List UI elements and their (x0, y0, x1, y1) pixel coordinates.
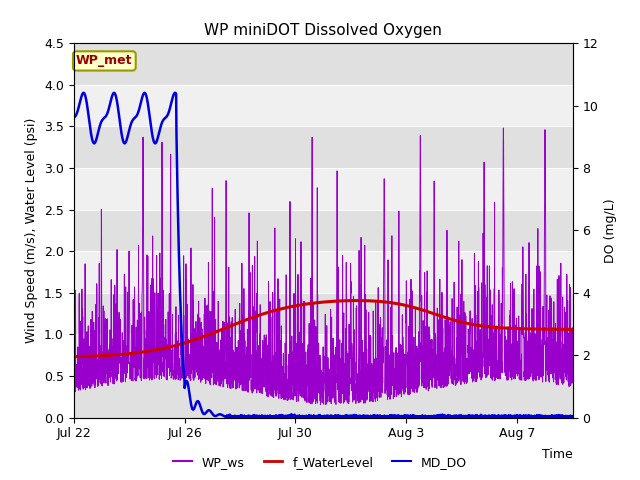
Bar (74, 210, 573, 251)
Y-axis label: Wind Speed (m/s), Water Level (psi): Wind Speed (m/s), Water Level (psi) (26, 118, 38, 343)
Legend: WP_ws, f_WaterLevel, MD_DO: WP_ws, f_WaterLevel, MD_DO (168, 451, 472, 474)
Title: WP miniDOT Dissolved Oxygen: WP miniDOT Dissolved Oxygen (204, 23, 442, 38)
Bar (74, 376, 573, 418)
Text: WP_met: WP_met (76, 54, 132, 67)
Text: Time: Time (542, 447, 573, 460)
Bar (74, 251, 573, 293)
Bar (74, 43, 573, 85)
Y-axis label: DO (mg/L): DO (mg/L) (604, 198, 617, 263)
Bar (74, 335, 573, 376)
Bar (74, 293, 573, 335)
Bar (74, 85, 573, 126)
Bar (74, 126, 573, 168)
Bar (74, 168, 573, 210)
